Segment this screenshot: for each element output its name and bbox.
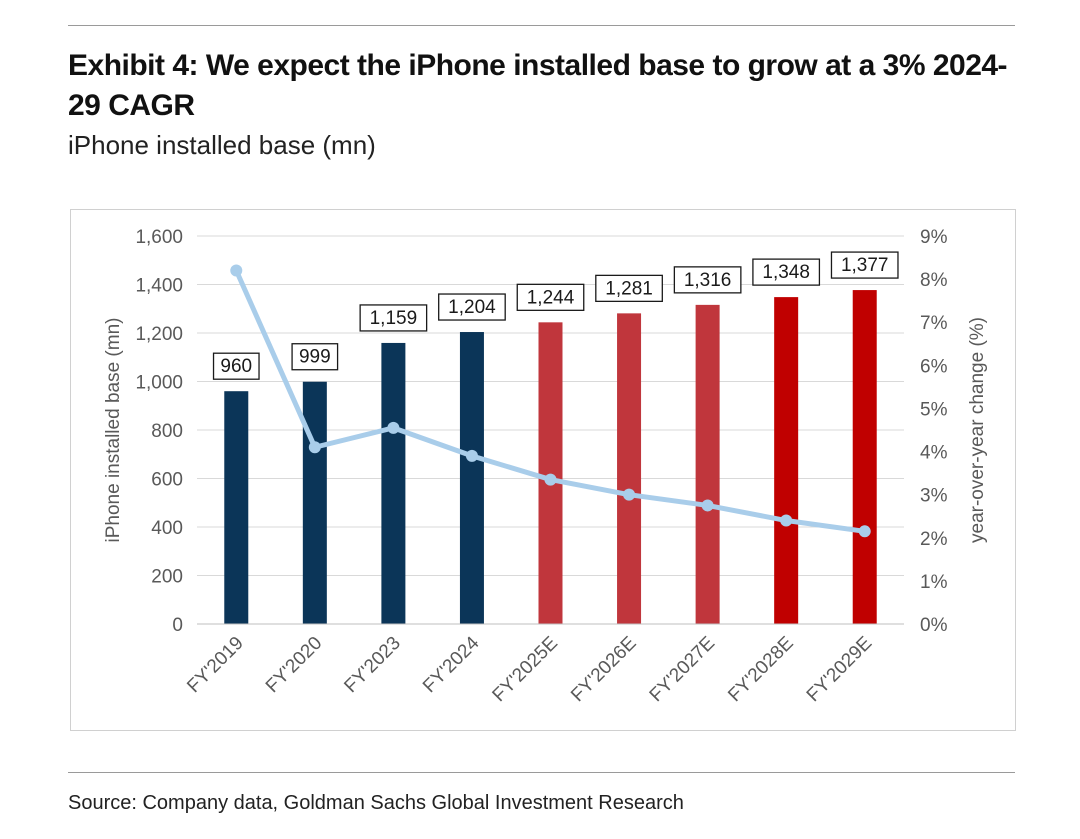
data-label: 1,377 bbox=[841, 255, 889, 276]
y-tick-label: 600 bbox=[151, 470, 183, 491]
exhibit-title: Exhibit 4: We expect the iPhone installe… bbox=[68, 49, 1008, 122]
y-tick-label: 1,400 bbox=[135, 276, 183, 297]
y2-axis-title: year-over-year change (%) bbox=[967, 317, 988, 543]
data-label-box bbox=[438, 293, 506, 321]
y-tick-label: 1,600 bbox=[135, 227, 183, 248]
yoy-point bbox=[701, 499, 714, 512]
data-label-box bbox=[212, 352, 260, 380]
y2-tick-label: 4% bbox=[920, 443, 948, 464]
exhibit-subtitle: iPhone installed base (mn) bbox=[68, 130, 376, 160]
bar bbox=[852, 290, 877, 624]
yoy-point bbox=[465, 449, 478, 462]
y-axis-title: iPhone installed base (mn) bbox=[103, 318, 124, 543]
data-label-box bbox=[673, 266, 742, 294]
x-tick-label: FY'2019 bbox=[183, 633, 247, 697]
data-label: 1,316 bbox=[684, 270, 732, 291]
yoy-point bbox=[858, 525, 871, 538]
y-tick-label: 1,000 bbox=[135, 373, 183, 394]
y2-tick-label: 2% bbox=[920, 529, 948, 550]
data-label: 960 bbox=[220, 356, 252, 377]
y2-tick-label: 9% bbox=[920, 227, 948, 248]
yoy-point bbox=[623, 488, 636, 501]
data-label-box bbox=[359, 304, 428, 332]
y2-tick-label: 3% bbox=[920, 486, 948, 507]
bottom-rule bbox=[68, 772, 1015, 773]
bar bbox=[695, 304, 720, 624]
data-label: 999 bbox=[299, 347, 331, 368]
x-tick-label: FY'2024 bbox=[419, 632, 484, 697]
x-tick-label: FY'2029E bbox=[803, 633, 876, 706]
y2-tick-label: 0% bbox=[920, 615, 948, 636]
x-tick-label: FY'2028E bbox=[724, 633, 797, 706]
bar bbox=[774, 297, 799, 624]
bar bbox=[224, 391, 249, 624]
yoy-point bbox=[544, 473, 557, 486]
y2-tick-label: 7% bbox=[920, 313, 948, 334]
data-label: 1,159 bbox=[370, 308, 418, 329]
y-tick-label: 0 bbox=[172, 615, 183, 636]
data-label: 1,204 bbox=[448, 297, 496, 318]
y-tick-label: 800 bbox=[151, 421, 183, 442]
yoy-point bbox=[308, 441, 321, 454]
x-tick-label: FY'2027E bbox=[646, 633, 719, 706]
data-label-box bbox=[752, 258, 821, 286]
x-tick-label: FY'2025E bbox=[489, 633, 562, 706]
bar bbox=[302, 381, 327, 624]
data-label: 1,348 bbox=[762, 262, 810, 283]
y2-tick-label: 8% bbox=[920, 270, 948, 291]
bar bbox=[459, 332, 484, 624]
yoy-point bbox=[780, 514, 793, 527]
chart: 0 200 400 600 800 1,000 1,200 1,400 1,600 0% 1% 2% 3… bbox=[103, 227, 988, 706]
data-label: 1,281 bbox=[605, 278, 653, 299]
bar bbox=[617, 313, 642, 624]
bar bbox=[381, 342, 406, 624]
x-tick-label: FY'2023 bbox=[340, 633, 404, 697]
top-rule bbox=[68, 25, 1015, 26]
data-label-box bbox=[291, 343, 339, 371]
data-label-box bbox=[830, 251, 899, 279]
y2-tick-label: 6% bbox=[920, 356, 948, 377]
data-label: 1,244 bbox=[527, 287, 575, 308]
yoy-point bbox=[230, 264, 243, 277]
y2-tick-label: 1% bbox=[920, 572, 948, 593]
chart-frame: 0 200 400 600 800 1,000 1,200 1,400 1,600 0% 1% 2% 3… bbox=[70, 209, 1016, 731]
y-tick-label: 1,200 bbox=[135, 324, 183, 345]
bar bbox=[538, 322, 563, 624]
x-tick-label: FY'2026E bbox=[567, 633, 640, 706]
y-tick-label: 400 bbox=[151, 518, 183, 539]
y-tick-label: 200 bbox=[151, 567, 183, 588]
yoy-point bbox=[387, 421, 400, 434]
y2-tick-label: 5% bbox=[920, 399, 948, 420]
source-note: Source: Company data, Goldman Sachs Glob… bbox=[68, 792, 684, 814]
data-label-box bbox=[595, 274, 663, 303]
data-label-box bbox=[516, 283, 585, 311]
x-tick-label: FY'2020 bbox=[262, 633, 326, 697]
